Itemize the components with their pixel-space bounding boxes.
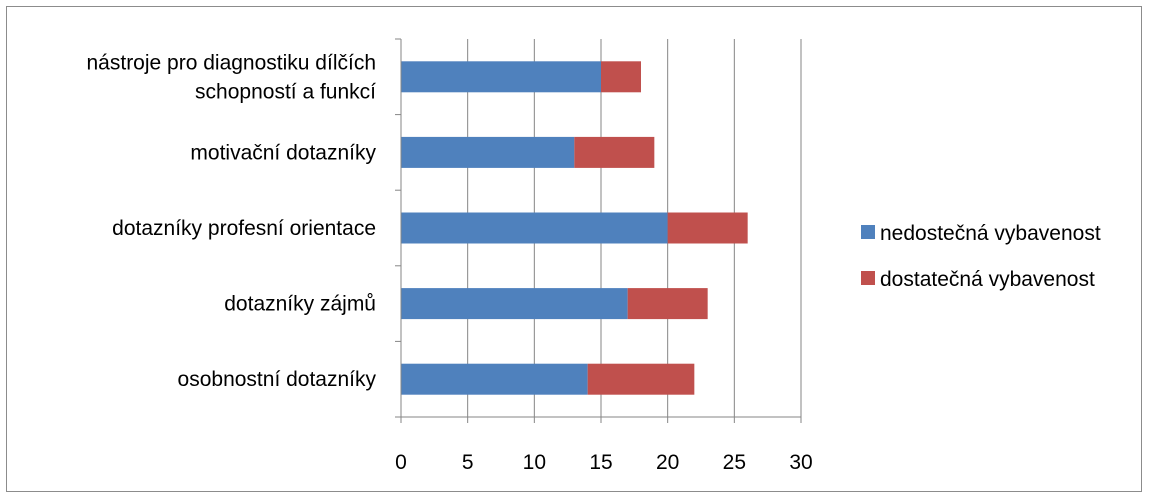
- category-label: nástroje pro diagnostiku dílčích: [87, 51, 377, 74]
- category-label: motivační dotazníky: [190, 141, 376, 164]
- bar-nedostecna-4: [401, 363, 588, 395]
- x-tick-label: 10: [523, 451, 546, 474]
- x-tick-label: 0: [395, 451, 407, 474]
- bar-nedostecna-3: [401, 288, 628, 320]
- x-tick-label: 20: [656, 451, 679, 474]
- x-tick-label: 5: [462, 451, 474, 474]
- bar-nedostecna-2: [401, 212, 668, 244]
- category-label: dotazníky profesní orientace: [112, 217, 376, 240]
- category-labels: nástroje pro diagnostiku dílčích schopnos…: [87, 51, 377, 391]
- bars: [401, 61, 748, 395]
- x-tick-label: 15: [589, 451, 612, 474]
- x-tick-label: 25: [723, 451, 746, 474]
- bar-dostatecna-0: [601, 61, 641, 93]
- bar-dostatecna-3: [627, 288, 708, 320]
- legend-swatch: [861, 271, 875, 285]
- x-tick-labels: 0 5 10 15 20 25 30: [395, 451, 813, 474]
- bar-nedostecna-0: [401, 61, 601, 93]
- legend-swatch: [861, 225, 875, 239]
- axes: [395, 38, 802, 423]
- bar-dostatecna-4: [587, 363, 695, 395]
- legend-label: dostatečná vybavenost: [880, 268, 1095, 291]
- legend-label: nedostečná vybavenost: [880, 222, 1101, 245]
- legend: nedostečná vybavenost dostatečná vybaveno…: [861, 222, 1101, 291]
- bar-dostatecna-2: [667, 212, 748, 244]
- category-label: schopností a funkcí: [195, 80, 376, 103]
- category-label: dotazníky zájmů: [224, 293, 376, 316]
- category-label: osobnostní dotazníky: [178, 368, 377, 391]
- bar-dostatecna-1: [574, 136, 655, 168]
- x-tick-label: 30: [789, 451, 812, 474]
- bar-nedostecna-1: [401, 136, 575, 168]
